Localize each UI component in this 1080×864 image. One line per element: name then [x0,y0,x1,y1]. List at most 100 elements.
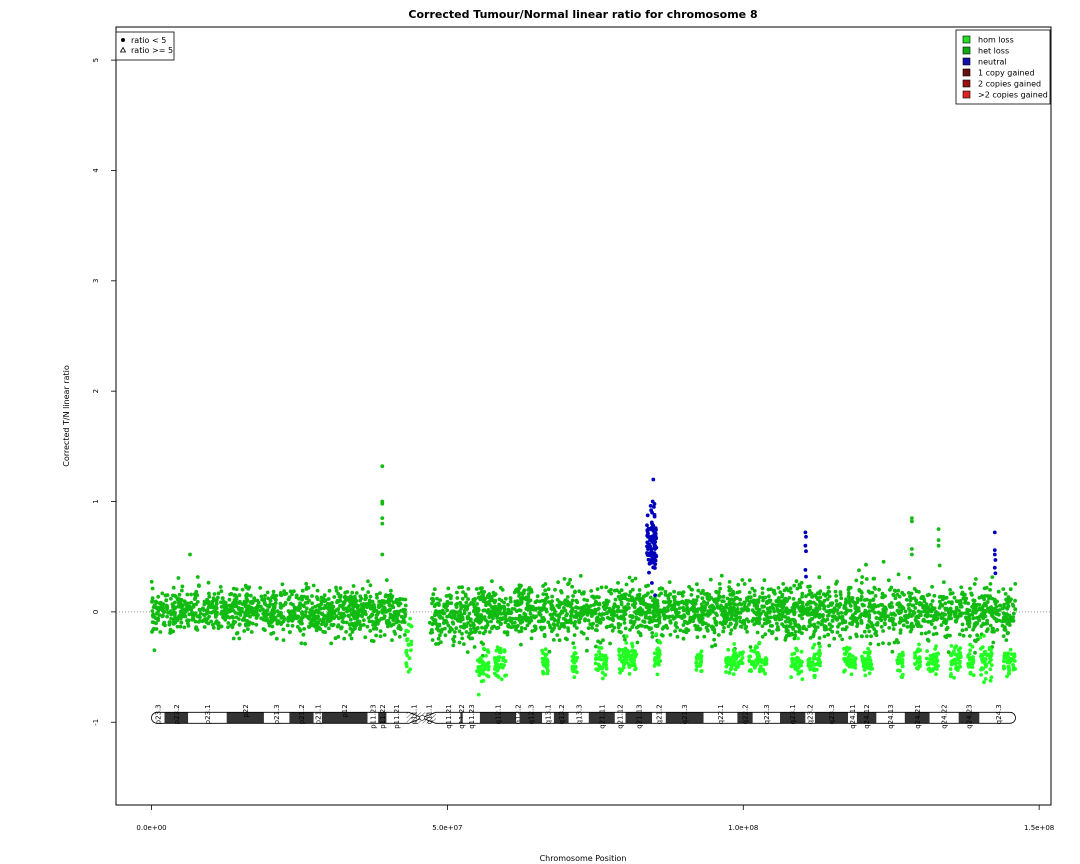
data-point [592,611,596,616]
data-point [835,608,840,613]
data-point [363,602,368,607]
data-point [992,607,997,611]
data-point [561,622,566,626]
data-point [583,617,587,621]
data-point [822,624,827,628]
plot-frame [115,26,1052,806]
data-point [286,597,291,602]
data-point [557,615,562,619]
data-point [409,642,414,647]
band-label: q13.3 [575,704,583,724]
data-point [714,611,718,616]
data-point [531,605,535,609]
data-point [650,635,655,639]
data-point [546,620,551,625]
data-point [988,605,993,610]
data-point [896,572,901,577]
data-point [732,602,736,607]
data-point [987,596,991,601]
data-point [791,609,796,614]
data-point [150,596,155,601]
data-point [589,614,594,618]
data-point [762,578,767,583]
data-point [975,633,979,638]
data-point [386,621,391,625]
data-point [727,588,732,593]
data-point [947,608,952,613]
data-point [944,621,948,626]
data-point [954,661,958,666]
data-point [150,620,155,624]
data-point [500,665,505,670]
data-point [674,613,679,618]
data-point [319,599,324,603]
data-point [196,620,201,624]
data-point [1002,654,1007,658]
data-point [804,594,808,599]
data-point [1006,595,1011,599]
data-point [518,608,523,613]
data-point [327,588,332,593]
data-point [642,602,646,607]
data-point [476,619,480,624]
data-point [318,602,323,607]
data-point [729,605,733,610]
data-point [897,594,902,599]
data-point [628,590,633,594]
data-point [864,577,869,581]
data-point [954,605,959,610]
data-point [313,604,318,609]
data-point [982,608,987,613]
data-point [341,602,346,607]
data-point [304,609,308,614]
data-point [767,594,771,599]
data-point [564,613,569,618]
data-point [667,580,672,584]
data-point [888,588,892,592]
data-point [838,602,843,607]
data-point [586,626,591,630]
data-point [682,601,686,606]
data-point [238,611,243,615]
data-point [280,582,285,587]
data-point [546,668,550,673]
data-point [363,635,368,640]
data-point [910,547,914,551]
data-point [934,672,938,677]
data-point [929,602,933,607]
data-point [890,649,895,654]
data-point [863,673,868,678]
data-point [279,593,284,598]
data-point [202,625,207,629]
data-point [964,627,969,632]
data-point [936,538,941,542]
data-point [559,590,564,595]
data-point [648,551,652,556]
data-point [332,595,337,599]
legend-label: het loss [978,47,1009,56]
data-point [594,653,599,657]
data-point [476,666,481,670]
data-point [173,606,177,611]
ideogram-band [188,712,227,724]
band-label: q12.1 [495,704,503,724]
data-point [645,523,649,528]
data-point [233,611,238,615]
data-point [455,590,459,595]
data-point [752,598,756,603]
data-point [310,601,314,606]
data-point [488,630,492,634]
legend-swatch [962,35,971,44]
data-point [620,648,625,652]
ideogram-band [321,712,368,724]
data-point [799,604,804,609]
data-point [654,618,658,623]
data-point [259,594,264,599]
data-point [260,607,265,612]
data-point [846,594,851,599]
data-point [733,667,738,672]
data-point [639,624,644,628]
data-point [349,636,354,641]
data-point [645,551,649,555]
data-point [281,638,286,642]
